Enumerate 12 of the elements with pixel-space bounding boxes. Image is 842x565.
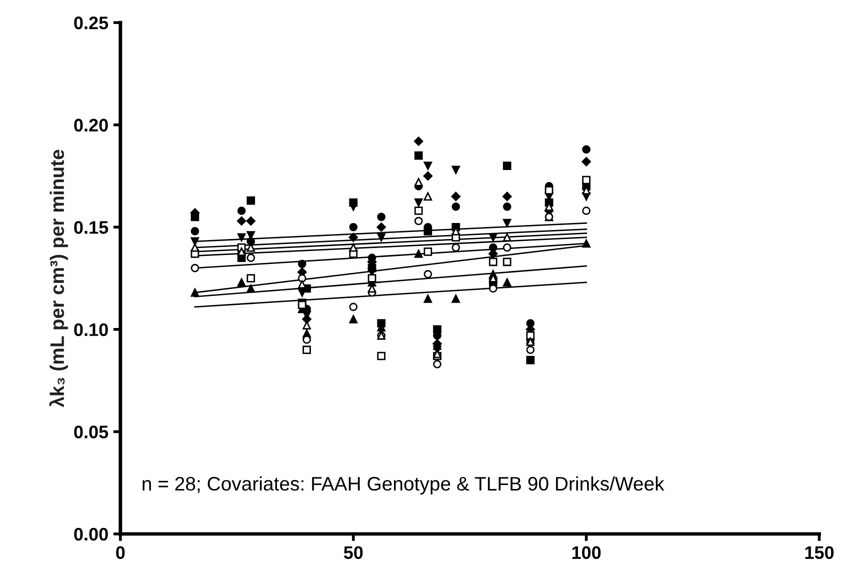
- y-tick-label: 0.05: [74, 426, 108, 438]
- x-tick-label: 50: [344, 546, 363, 559]
- x-tick-label: 0: [116, 546, 125, 559]
- x-tick-label: 150: [805, 546, 834, 559]
- x-tick-label: 100: [572, 546, 601, 559]
- y-tick-label: 0.00: [74, 528, 108, 541]
- y-tick-label: 0.20: [74, 118, 108, 132]
- y-tick-label: 0.15: [74, 221, 108, 234]
- annotation: n = 28; Covariates: FAAH Genotype & TLFB 90 Drinks/Week: [142, 476, 664, 494]
- y-axis-title: λk₃ (mL per cm³) per minute: [49, 150, 68, 408]
- y-tick-label: 0.25: [74, 16, 108, 30]
- y-tick-label: 0.10: [74, 323, 108, 336]
